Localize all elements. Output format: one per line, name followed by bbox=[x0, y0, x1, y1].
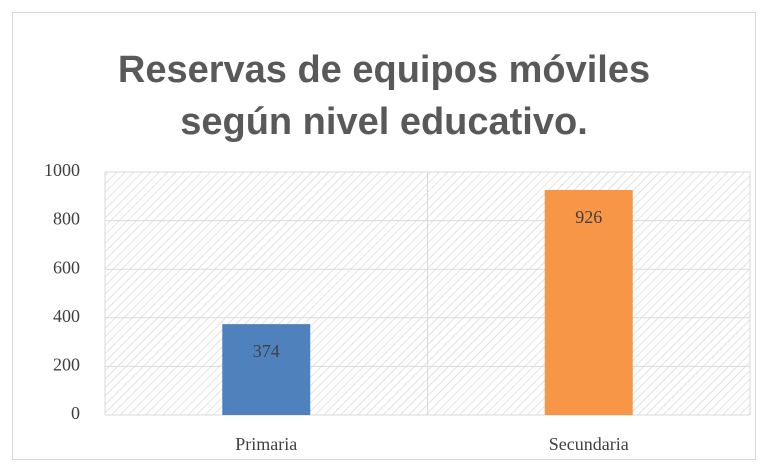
y-tick-label: 0 bbox=[71, 403, 80, 423]
chart-title: Reservas de equipos móviles según nivel … bbox=[117, 49, 651, 143]
y-tick-label: 400 bbox=[53, 306, 80, 326]
y-tick-label: 800 bbox=[53, 209, 80, 229]
bar bbox=[222, 324, 311, 415]
x-tick-label: Secundaria bbox=[549, 434, 629, 454]
y-tick-label: 600 bbox=[53, 257, 80, 277]
y-tick-label: 1000 bbox=[44, 160, 80, 180]
x-tick-label: Primaria bbox=[235, 434, 297, 454]
data-label: 374 bbox=[253, 341, 280, 361]
data-label: 926 bbox=[575, 207, 602, 227]
bar bbox=[544, 189, 633, 415]
y-tick-label: 200 bbox=[53, 355, 80, 375]
